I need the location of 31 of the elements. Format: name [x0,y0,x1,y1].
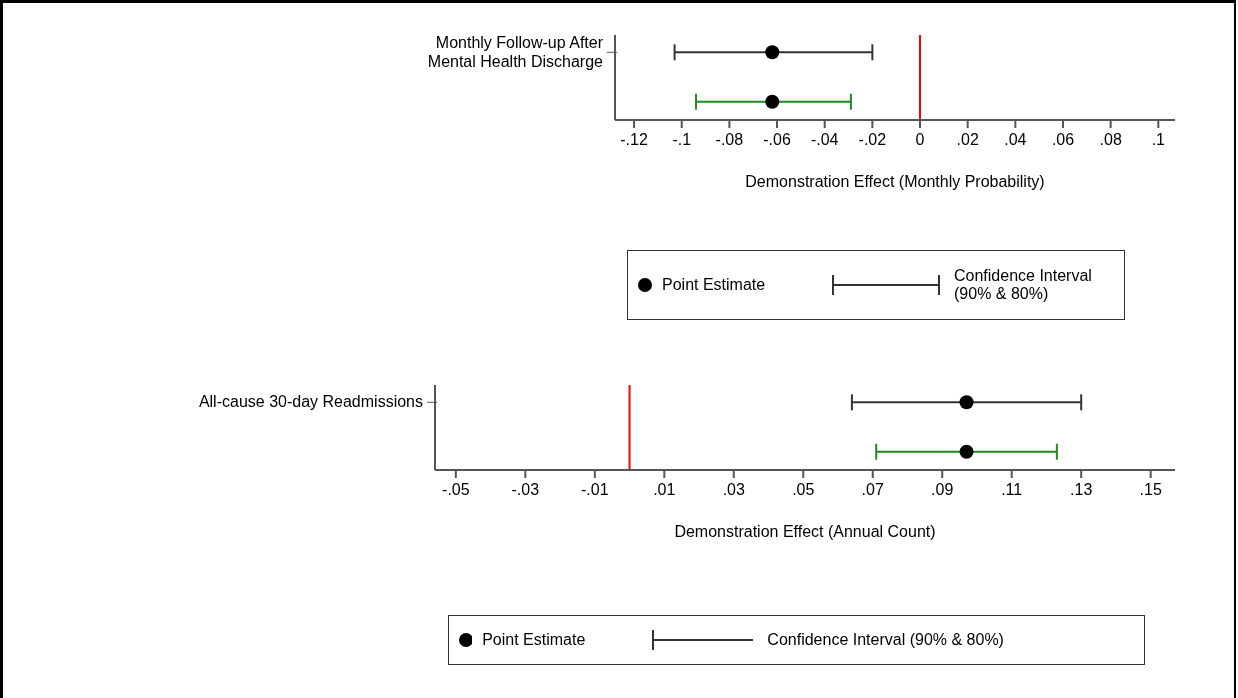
x-tick-label: .02 [956,131,979,149]
x-tick-label: -.02 [858,131,887,149]
x-tick-label: .08 [1099,131,1122,149]
x-tick-label: .11 [1001,481,1023,499]
x-tick-label: -.03 [511,481,540,499]
text: Point Estimate [482,631,587,649]
x-tick-label: -.04 [810,131,839,149]
text: Point Estimate [662,276,767,294]
x-tick-label: -.1 [672,131,692,149]
x-tick-label: .01 [653,481,676,499]
x-tick-label: .13 [1070,481,1093,499]
text: Confidence Interval (90% & 80%) [954,267,1093,303]
y-tick-label: Monthly Follow-up After Mental Health Discharge [427,33,604,70]
x-tick-label: .07 [861,481,884,499]
x-tick-label: -.08 [715,131,744,149]
x-tick-label: .1 [1151,131,1166,149]
x-tick-label: .05 [792,481,815,499]
x-tick-label: -.12 [620,131,648,149]
x-axis-title: Demonstration Effect (Annual Count) [674,523,936,540]
x-tick-label: .09 [931,481,954,499]
x-tick-label: .06 [1051,131,1075,149]
x-tick-label: .03 [722,481,745,499]
x-tick-label: .15 [1139,481,1162,499]
x-tick-label: -.06 [763,131,791,149]
x-tick-label: .04 [1004,131,1027,149]
y-tick-label: All-cause 30-day Readmissions [198,393,423,411]
x-tick-label: -.01 [581,481,609,499]
x-axis-title: Demonstration Effect (Monthly Probability) [745,173,1045,190]
x-tick-label: -.05 [442,481,470,499]
x-tick-label: 0 [915,131,925,149]
text: Confidence Interval (90% & 80%) [767,631,1005,649]
